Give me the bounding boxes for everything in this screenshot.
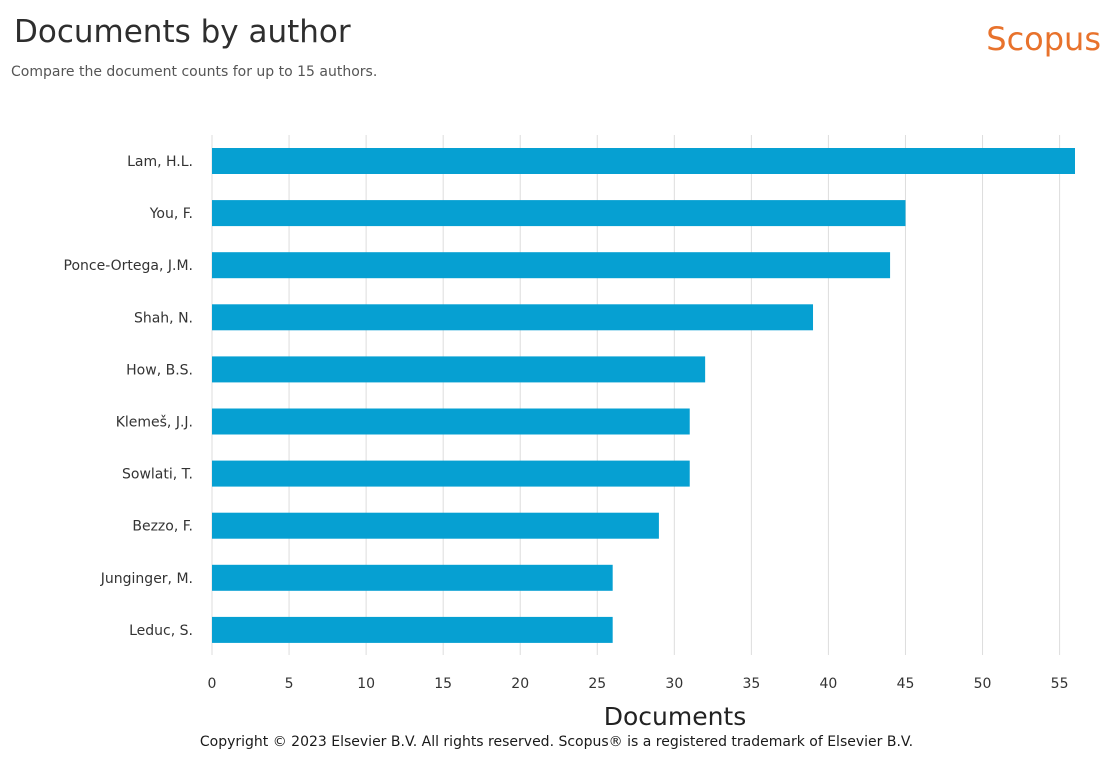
bar[interactable]	[212, 148, 1075, 174]
x-tick-label: 45	[897, 676, 915, 692]
x-tick-label: 15	[434, 676, 452, 692]
bar[interactable]	[212, 564, 613, 591]
x-tick-label: 50	[974, 676, 992, 692]
category-label: Sowlati, T.	[122, 467, 193, 483]
category-label: Shah, N.	[134, 310, 193, 326]
category-label: You, F.	[149, 206, 193, 222]
x-tick-label: 20	[511, 676, 529, 692]
bar[interactable]	[212, 512, 659, 539]
x-tick-label: 40	[820, 676, 838, 692]
bar[interactable]	[212, 252, 891, 279]
x-tick-label: 0	[208, 676, 217, 692]
category-label: Lam, H.L.	[127, 154, 193, 170]
category-label: Ponce-Ortega, J.M.	[64, 258, 194, 274]
category-label: Leduc, S.	[129, 623, 193, 639]
x-tick-label: 30	[665, 676, 683, 692]
bar[interactable]	[212, 200, 906, 227]
category-labels: Lam, H.L. You, F. Ponce-Ortega, J.M. Shah, …	[64, 154, 194, 639]
x-tick-labels: 0 5 10 15 20 25 30 35 40 45 50 55	[208, 676, 1069, 692]
x-tick-label: 55	[1051, 676, 1069, 692]
copyright-notice: Copyright © 2023 Elsevier B.V. All right…	[199, 734, 914, 750]
x-tick-label: 35	[742, 676, 760, 692]
category-label: How, B.S.	[126, 362, 193, 378]
bars	[212, 148, 1075, 643]
bar[interactable]	[212, 460, 690, 487]
page-subtitle: Compare the document counts for up to 15…	[11, 64, 378, 80]
category-label: Junginger, M.	[100, 571, 193, 587]
x-axis-title: Documents	[604, 702, 747, 730]
bar[interactable]	[212, 304, 814, 331]
scopus-logo[interactable]: Scopus	[986, 20, 1101, 58]
x-tick-label: 10	[357, 676, 375, 692]
x-tick-label: 25	[588, 676, 606, 692]
bar[interactable]	[212, 356, 706, 383]
page-title: Documents by author	[14, 14, 351, 50]
x-tick-label: 5	[285, 676, 294, 692]
bar-chart: Lam, H.L. You, F. Ponce-Ortega, J.M. Shah, …	[64, 135, 1075, 730]
bar[interactable]	[212, 408, 690, 435]
category-label: Bezzo, F.	[132, 519, 193, 535]
bar[interactable]	[212, 616, 613, 643]
category-label: Klemeš, J.J.	[116, 415, 193, 431]
